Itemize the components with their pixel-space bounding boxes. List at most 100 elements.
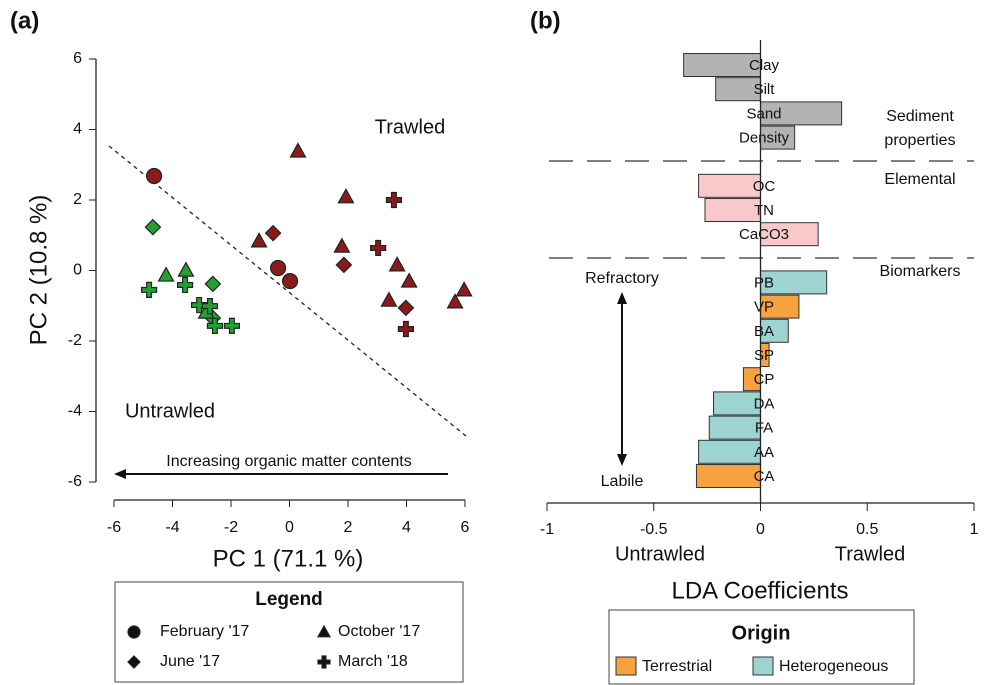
separator-line [108, 145, 467, 437]
legend-box [114, 581, 464, 683]
bar [704, 198, 761, 222]
annotation: Refractory [585, 270, 659, 287]
marker [223, 317, 240, 334]
category-label: OC [753, 178, 776, 195]
marker [335, 256, 353, 274]
legend-label: June '17 [160, 653, 220, 670]
bar [698, 173, 762, 198]
category-label: Silt [754, 81, 776, 98]
bar [695, 464, 762, 488]
y-tick-label: 0 [73, 262, 82, 279]
category-label: TN [754, 202, 774, 219]
marker [191, 296, 208, 314]
annotation: Untrawled [615, 543, 705, 565]
marker [397, 299, 415, 317]
marker [455, 281, 473, 297]
y-tick-label: -6 [68, 473, 82, 490]
category-label: CP [754, 371, 775, 388]
marker [333, 237, 351, 253]
x-tick-label: -2 [224, 519, 238, 536]
category-label: PB [754, 274, 774, 291]
x-axis-label: PC 1 (71.1 %) [213, 545, 364, 572]
category-label: FA [755, 420, 773, 437]
group-label: Sediment properties [884, 108, 956, 149]
marker [446, 293, 464, 309]
marker [397, 320, 415, 338]
bar [698, 439, 762, 464]
marker [269, 259, 287, 277]
arrow-head [617, 454, 627, 466]
x-axis-label: LDA Coefficients [672, 577, 849, 604]
category-label: Density [739, 130, 790, 147]
legend-title: Origin [732, 622, 791, 644]
x-tick-label: -6 [107, 519, 121, 536]
y-tick-label: 4 [73, 121, 82, 138]
marker [289, 142, 307, 158]
x-tick-label: 0 [756, 521, 765, 538]
x-tick-label: 4 [402, 519, 411, 536]
legend-swatch [615, 656, 637, 676]
y-tick-label: 2 [73, 191, 82, 208]
marker [380, 291, 398, 307]
marker [250, 232, 268, 248]
annotation: Labile [601, 473, 644, 490]
category-label: SP [754, 347, 774, 364]
x-tick-label: 1 [970, 521, 979, 538]
x-tick-label: -4 [165, 519, 179, 536]
marker [337, 188, 355, 204]
annotation: Trawled [375, 116, 445, 138]
annotation: Increasing organic matter contents [166, 453, 411, 470]
marker [317, 655, 331, 669]
category-label: Clay [749, 57, 780, 74]
x-tick-label: 2 [344, 519, 353, 536]
bar [708, 415, 762, 440]
legend-label: Heterogeneous [779, 658, 888, 675]
category-label: Sand [746, 105, 781, 122]
marker [370, 239, 387, 257]
marker [127, 655, 141, 669]
legend-box [608, 609, 915, 685]
category-label: CA [754, 468, 775, 485]
marker [177, 261, 195, 277]
annotation: Trawled [835, 543, 905, 565]
marker [388, 256, 406, 272]
annotation: Untrawled [125, 400, 215, 422]
group-label: Elemental [884, 171, 955, 188]
legend-label: February '17 [160, 623, 249, 640]
group-label: Biomarkers [880, 263, 961, 280]
marker [281, 272, 299, 290]
x-tick-label: 6 [461, 519, 470, 536]
legend-label: October '17 [338, 623, 420, 640]
arrow-head [617, 292, 627, 304]
marker [204, 275, 222, 293]
panel-label: (a) [10, 7, 39, 34]
marker [144, 218, 162, 236]
marker [385, 191, 403, 209]
marker [157, 266, 175, 282]
legend-title: Legend [255, 589, 323, 610]
marker [201, 298, 219, 315]
y-tick-label: -2 [68, 332, 82, 349]
arrow-head [114, 469, 126, 479]
x-tick-label: 0 [285, 519, 294, 536]
x-tick-label: -0.5 [640, 521, 668, 538]
y-tick-label: 6 [73, 50, 82, 67]
legend-label: March '18 [338, 653, 408, 670]
x-tick-label: -1 [540, 521, 554, 538]
legend-swatch [752, 656, 774, 676]
y-tick-label: -4 [68, 403, 82, 420]
marker [127, 625, 141, 639]
marker [206, 317, 224, 334]
marker [176, 276, 194, 294]
marker [145, 167, 163, 185]
category-label: VP [754, 299, 774, 316]
legend-label: Terrestrial [642, 658, 712, 675]
x-tick-label: 0.5 [856, 521, 878, 538]
marker [400, 272, 418, 288]
category-label: AA [754, 444, 774, 461]
panel-label: (b) [530, 7, 561, 34]
y-axis-label: PC 2 (10.8 %) [25, 195, 52, 346]
category-label: CaCO3 [739, 226, 789, 243]
